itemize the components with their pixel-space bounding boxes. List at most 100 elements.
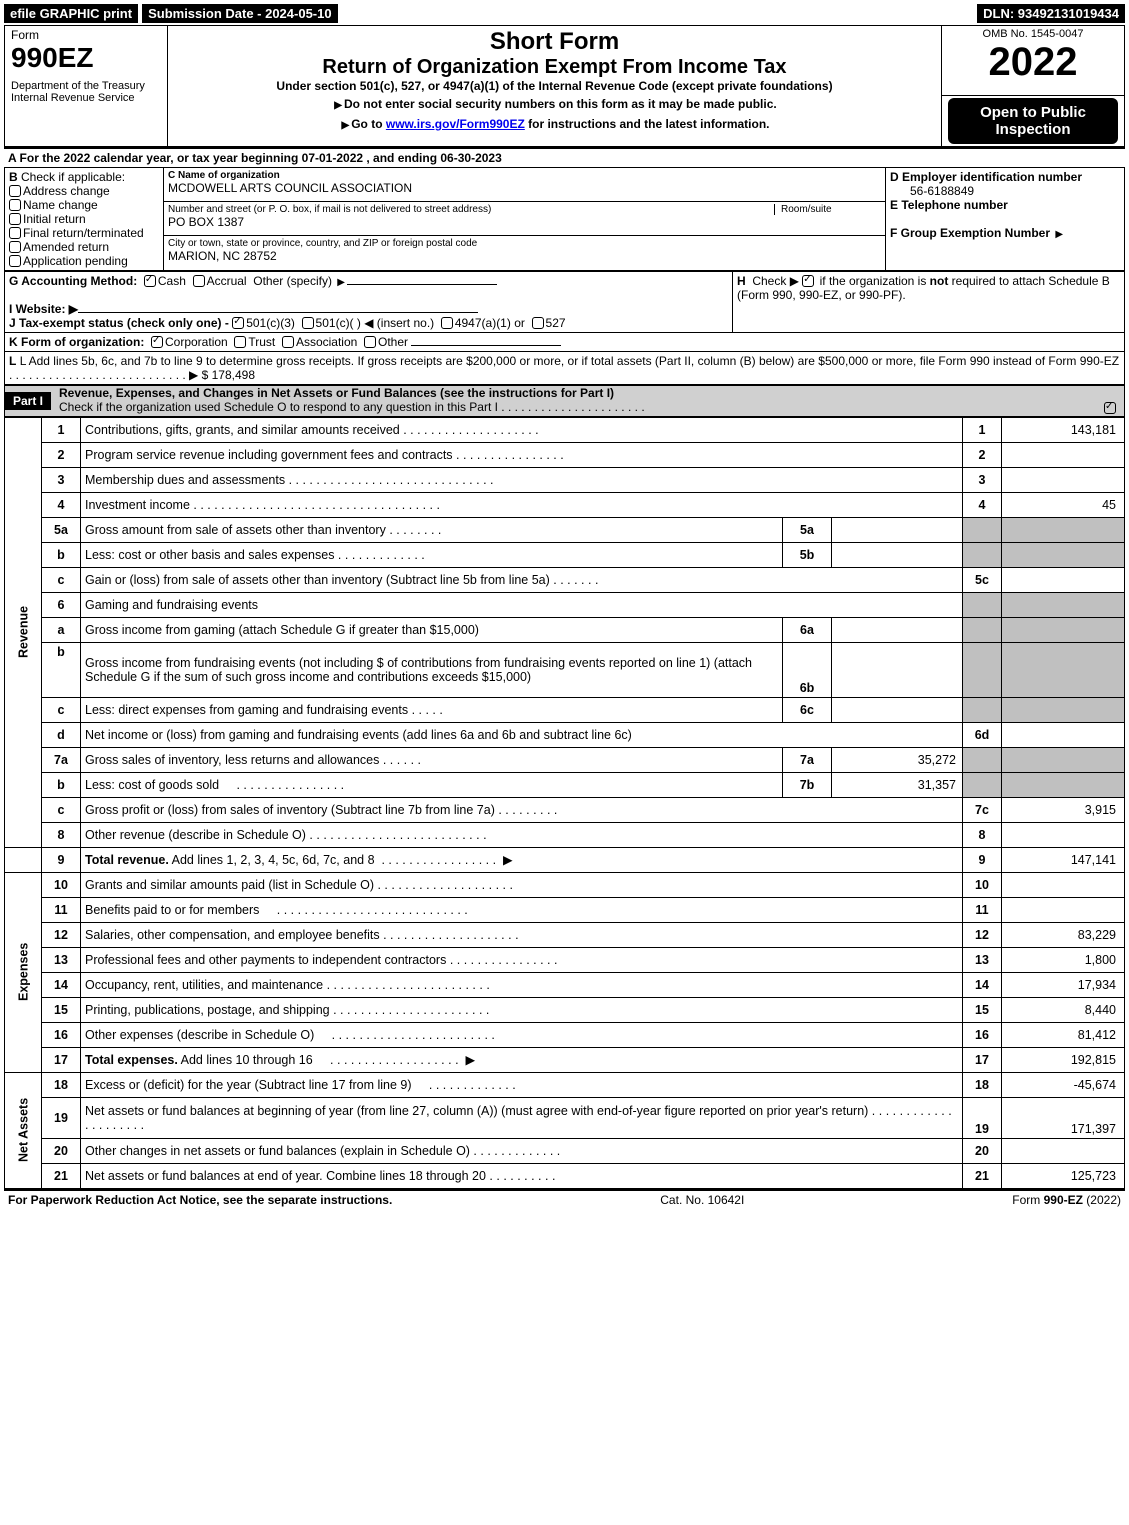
line-1-amt: 143,181 <box>1002 417 1125 442</box>
line-7a-subamt: 35,272 <box>832 747 963 772</box>
opt-501c3: 501(c)(3) <box>246 316 295 330</box>
line-15-amt: 8,440 <box>1002 997 1125 1022</box>
line-12-amt: 83,229 <box>1002 922 1125 947</box>
dept-treasury: Department of the Treasury <box>11 80 161 92</box>
opt-cash: Cash <box>158 274 186 288</box>
opt-501c: 501(c)( ) <box>316 316 361 330</box>
part1-title: Revenue, Expenses, and Changes in Net As… <box>59 386 614 400</box>
line-15-col: 15 <box>963 997 1002 1022</box>
f-label: F Group Exemption Number <box>890 226 1050 240</box>
arrow-icon <box>1053 226 1065 240</box>
checkbox-corp[interactable] <box>151 336 163 348</box>
line-5a-subamt <box>832 517 963 542</box>
line-8-text: Other revenue (describe in Schedule O) .… <box>81 822 963 847</box>
room-label: Room/suite <box>774 204 881 215</box>
form-header: Form 990EZ Department of the Treasury In… <box>4 25 1125 147</box>
opt-insert: (insert no.) <box>377 316 434 330</box>
submission-date: Submission Date - 2024-05-10 <box>142 4 338 23</box>
line-1-text: Contributions, gifts, grants, and simila… <box>81 417 963 442</box>
line-9-col: 9 <box>963 847 1002 872</box>
line-5a-text: Gross amount from sale of assets other t… <box>81 517 783 542</box>
form-subtitle: Return of Organization Exempt From Incom… <box>174 56 935 79</box>
line-18-text: Excess or (deficit) for the year (Subtra… <box>81 1072 963 1097</box>
line-20-amt <box>1002 1138 1125 1163</box>
opt-corp: Corporation <box>165 335 228 349</box>
opt-accrual: Accrual <box>207 274 247 288</box>
checkbox-amended[interactable] <box>9 241 21 253</box>
line-3-amt <box>1002 467 1125 492</box>
check-if: Check if applicable: <box>21 170 125 184</box>
line-6a-subamt <box>832 617 963 642</box>
d-label: D Employer identification number <box>890 170 1082 184</box>
line-6c-text: Less: direct expenses from gaming and fu… <box>81 697 783 722</box>
line-17-amt: 192,815 <box>1002 1047 1125 1072</box>
other-org-blank[interactable] <box>411 345 561 346</box>
line-7a-text: Gross sales of inventory, less returns a… <box>81 747 783 772</box>
warn-ssn: Do not enter social security numbers on … <box>344 97 777 111</box>
line-6b-subamt <box>832 642 963 697</box>
line-3-col: 3 <box>963 467 1002 492</box>
ein: 56-6188849 <box>910 184 974 198</box>
line-5a-sub: 5a <box>783 517 832 542</box>
part1-subtitle: Check if the organization used Schedule … <box>59 400 498 414</box>
line-5b-subamt <box>832 542 963 567</box>
checkbox-other-org[interactable] <box>364 336 376 348</box>
omb: OMB No. 1545-0047 <box>948 28 1118 40</box>
line-5b-sub: 5b <box>783 542 832 567</box>
line-7b-text: Less: cost of goods sold . . . . . . . .… <box>81 772 783 797</box>
checkbox-accrual[interactable] <box>193 275 205 287</box>
checkbox-pending[interactable] <box>9 255 21 267</box>
checkbox-cash[interactable] <box>144 275 156 287</box>
line-11-col: 11 <box>963 897 1002 922</box>
efile-link[interactable]: efile GRAPHIC print <box>4 4 138 23</box>
checkbox-4947[interactable] <box>441 317 453 329</box>
checkbox-schedule-o[interactable] <box>1104 402 1116 414</box>
line-6d-amt <box>1002 722 1125 747</box>
line-12-text: Salaries, other compensation, and employ… <box>81 922 963 947</box>
checkbox-assoc[interactable] <box>282 336 294 348</box>
line-6c-subamt <box>832 697 963 722</box>
checkbox-initial-return[interactable] <box>9 213 21 225</box>
footer-left: For Paperwork Reduction Act Notice, see … <box>8 1193 392 1207</box>
checkbox-final-return[interactable] <box>9 227 21 239</box>
line-6b-sub: 6b <box>783 642 832 697</box>
opt-other: Other (specify) <box>253 274 332 288</box>
line-4-amt: 45 <box>1002 492 1125 517</box>
line-10-amt <box>1002 872 1125 897</box>
part1-header: Part I Revenue, Expenses, and Changes in… <box>4 385 1125 417</box>
website-blank[interactable] <box>78 312 478 313</box>
line-7c-col: 7c <box>963 797 1002 822</box>
e-label: E Telephone number <box>890 198 1008 212</box>
line-5c-amt <box>1002 567 1125 592</box>
checkbox-name-change[interactable] <box>9 199 21 211</box>
opt-other-org: Other <box>378 335 408 349</box>
line-21-text: Net assets or fund balances at end of ye… <box>81 1163 963 1188</box>
netassets-label: Net Assets <box>5 1072 42 1188</box>
irs-link[interactable]: www.irs.gov/Form990EZ <box>386 117 525 131</box>
section-l: L L Add lines 5b, 6c, and 7b to line 9 t… <box>4 352 1125 385</box>
line-6d-text: Net income or (loss) from gaming and fun… <box>81 722 963 747</box>
line-18-amt: -45,674 <box>1002 1072 1125 1097</box>
opt-trust: Trust <box>248 335 275 349</box>
opt-pending: Application pending <box>23 254 128 268</box>
line-6d-col: 6d <box>963 722 1002 747</box>
city-label: City or town, state or province, country… <box>168 238 881 249</box>
checkbox-501c3[interactable] <box>232 317 244 329</box>
line-5c-text: Gain or (loss) from sale of assets other… <box>81 567 963 592</box>
checkbox-trust[interactable] <box>234 336 246 348</box>
checkbox-address-change[interactable] <box>9 185 21 197</box>
form-number: 990EZ <box>11 42 161 74</box>
line-13-col: 13 <box>963 947 1002 972</box>
line-17-col: 17 <box>963 1047 1002 1072</box>
line-1-col: 1 <box>963 417 1002 442</box>
line-7c-amt: 3,915 <box>1002 797 1125 822</box>
checkbox-501c[interactable] <box>302 317 314 329</box>
checkbox-h[interactable] <box>802 275 814 287</box>
line-2-amt <box>1002 442 1125 467</box>
checkbox-527[interactable] <box>532 317 544 329</box>
line-13-text: Professional fees and other payments to … <box>81 947 963 972</box>
opt-amended: Amended return <box>23 240 109 254</box>
other-blank[interactable] <box>347 284 497 285</box>
line-9-text: Total revenue. Add lines 1, 2, 3, 4, 5c,… <box>81 847 963 872</box>
line-16-text: Other expenses (describe in Schedule O) … <box>81 1022 963 1047</box>
